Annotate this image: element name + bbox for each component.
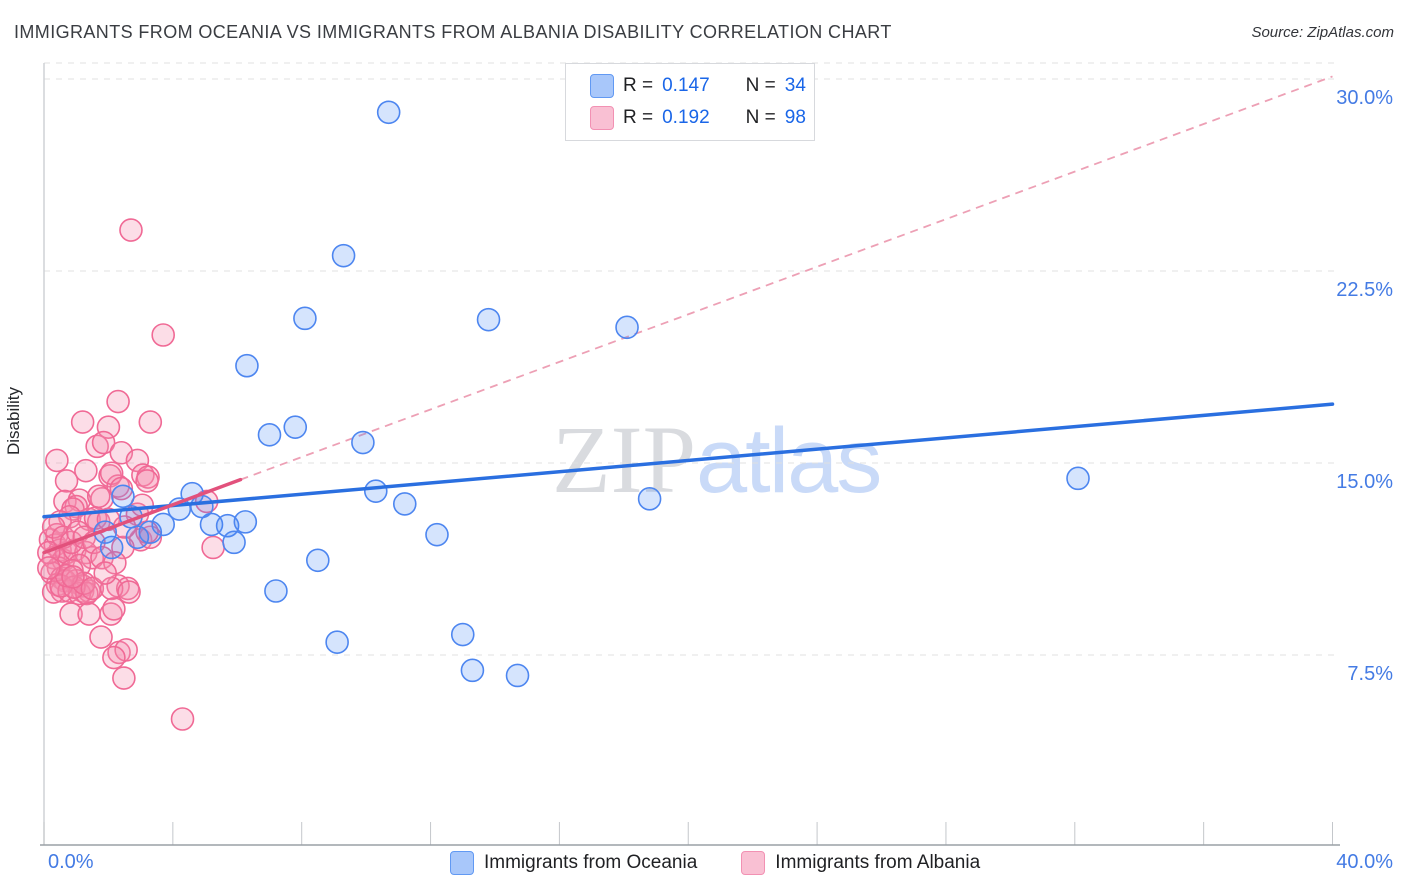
data-point-oceania — [637, 487, 662, 511]
data-point-oceania — [392, 492, 417, 516]
data-point-oceania — [460, 658, 485, 683]
x-tick-min: 0.0% — [48, 851, 94, 873]
data-point-oceania — [111, 484, 135, 509]
r-value: 0.192 — [662, 107, 710, 128]
data-point-albania — [85, 434, 109, 459]
data-point-oceania — [264, 579, 288, 603]
r-label: R = — [623, 75, 654, 96]
data-point-albania — [102, 645, 126, 670]
data-point-albania — [102, 597, 126, 621]
stats-legend-row-albania: R = 0.192 N = 98 — [566, 106, 814, 130]
stats-legend: R = 0.147 N = 34 R = 0.192 N = 98 — [565, 63, 815, 141]
source-attribution: Source: ZipAtlas.com — [1251, 24, 1394, 41]
data-point-albania — [70, 410, 95, 434]
trend-line-oceania — [42, 402, 1335, 519]
data-point-albania — [99, 576, 124, 601]
data-point-albania — [54, 469, 79, 493]
series-legend-label-oceania: Immigrants from Oceania — [484, 852, 698, 873]
oceania-swatch-icon — [450, 851, 474, 875]
data-point-albania — [117, 580, 141, 604]
data-point-oceania — [376, 100, 401, 125]
trend-line-albania-extrapolated — [240, 75, 1333, 481]
zipatlas-watermark: ZIPatlas — [552, 404, 882, 515]
y-tick-15: 15.0% — [1336, 471, 1393, 493]
data-point-oceania — [293, 306, 317, 331]
data-point-oceania — [450, 622, 475, 647]
n-label: N = — [745, 107, 776, 128]
y-tick-30: 30.0% — [1336, 87, 1393, 109]
data-point-albania — [119, 218, 143, 242]
data-point-albania — [138, 410, 163, 434]
page-title: IMMIGRANTS FROM OCEANIA VS IMMIGRANTS FR… — [14, 22, 892, 42]
data-point-albania — [61, 565, 85, 589]
stats-legend-row-oceania: R = 0.147 N = 34 — [566, 74, 814, 98]
data-point-oceania — [351, 430, 375, 455]
y-tick-7-5: 7.5% — [1347, 663, 1393, 685]
data-point-oceania — [235, 353, 259, 378]
data-point-oceania — [283, 415, 308, 439]
data-point-albania — [96, 415, 121, 439]
data-point-oceania — [1066, 466, 1090, 491]
data-point-albania — [86, 484, 111, 509]
data-point-albania — [93, 561, 118, 585]
data-point-oceania — [233, 510, 258, 534]
data-point-albania — [74, 458, 98, 483]
data-point-oceania — [151, 512, 175, 537]
data-point-albania — [151, 323, 175, 347]
data-point-albania — [135, 469, 159, 493]
data-point-albania — [106, 389, 130, 414]
data-point-albania — [80, 576, 105, 601]
albania-swatch-icon — [741, 851, 766, 875]
series-legend: Immigrants from Oceania Immigrants from … — [450, 851, 980, 875]
data-point-albania — [37, 556, 61, 580]
data-point-albania — [201, 535, 225, 560]
r-label: R = — [623, 107, 654, 128]
albania-swatch-icon — [590, 106, 614, 130]
data-point-oceania — [325, 630, 349, 655]
watermark-zip: ZIP — [552, 406, 696, 513]
trend-line-albania — [42, 477, 243, 555]
oceania-swatch-icon — [590, 74, 614, 98]
data-point-oceania — [190, 494, 214, 519]
data-point-oceania — [425, 522, 449, 547]
data-point-albania — [170, 707, 195, 731]
n-value: 98 — [784, 107, 806, 128]
data-point-albania — [91, 430, 116, 455]
watermark-atlas: atlas — [696, 410, 882, 512]
data-point-oceania — [257, 423, 282, 447]
r-value: 0.147 — [662, 75, 710, 96]
data-point-albania — [114, 638, 138, 662]
data-point-oceania — [306, 548, 330, 573]
data-point-albania — [109, 476, 134, 501]
data-point-albania — [45, 448, 69, 473]
data-point-oceania — [476, 307, 501, 332]
data-point-albania — [89, 625, 113, 649]
data-point-albania — [112, 666, 136, 690]
n-value: 34 — [784, 75, 806, 96]
data-point-oceania — [505, 663, 530, 688]
data-point-oceania — [331, 243, 356, 268]
data-point-oceania — [99, 535, 124, 560]
data-point-albania — [77, 602, 101, 626]
data-point-oceania — [138, 520, 163, 544]
x-tick-max: 40.0% — [1336, 851, 1393, 873]
y-tick-22-5: 22.5% — [1336, 279, 1393, 301]
n-label: N = — [745, 75, 776, 96]
data-point-albania — [125, 448, 150, 473]
series-legend-label-albania: Immigrants from Albania — [775, 852, 981, 873]
data-point-oceania — [363, 479, 388, 503]
data-point-oceania — [615, 315, 639, 340]
data-point-albania — [59, 602, 83, 626]
data-point-oceania — [222, 530, 246, 555]
